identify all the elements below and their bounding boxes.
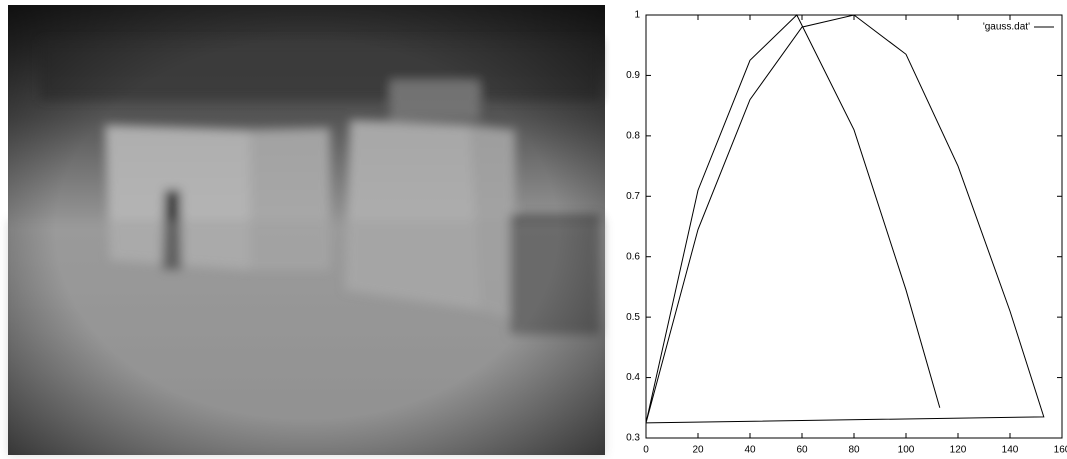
y-tick-label: 0.8 bbox=[626, 130, 640, 141]
chart: 0.3 0.4 0.5 0.6 0.7 0.8 0.9 1 0 20 40 60 80 100 120 140… bbox=[626, 10, 1067, 456]
x-tick-label: 0 bbox=[643, 445, 649, 456]
data-line bbox=[645, 14, 1045, 424]
y-tick-label: 0.5 bbox=[626, 312, 640, 323]
plot-border bbox=[645, 14, 1063, 439]
y-tick-label: 0.7 bbox=[626, 191, 640, 202]
y-tick-label: 0.4 bbox=[626, 372, 640, 383]
y-tick-label: 0.3 bbox=[626, 433, 640, 444]
x-tick-label: 120 bbox=[950, 445, 967, 456]
y-tick-label: 0.6 bbox=[626, 251, 640, 262]
x-tick-label: 80 bbox=[848, 445, 860, 456]
legend-label: 'gauss.dat' bbox=[983, 22, 1030, 33]
x-tick-label: 140 bbox=[1002, 445, 1019, 456]
y-tick-label: 0.9 bbox=[626, 70, 640, 81]
y-tick-label: 1 bbox=[634, 10, 640, 21]
x-tick-label: 160 bbox=[1054, 445, 1067, 456]
x-tick-label: 60 bbox=[796, 445, 808, 456]
x-tick-label: 40 bbox=[744, 445, 756, 456]
x-tick-label: 20 bbox=[692, 445, 704, 456]
photo bbox=[8, 5, 605, 455]
x-tick-label: 100 bbox=[898, 445, 915, 456]
